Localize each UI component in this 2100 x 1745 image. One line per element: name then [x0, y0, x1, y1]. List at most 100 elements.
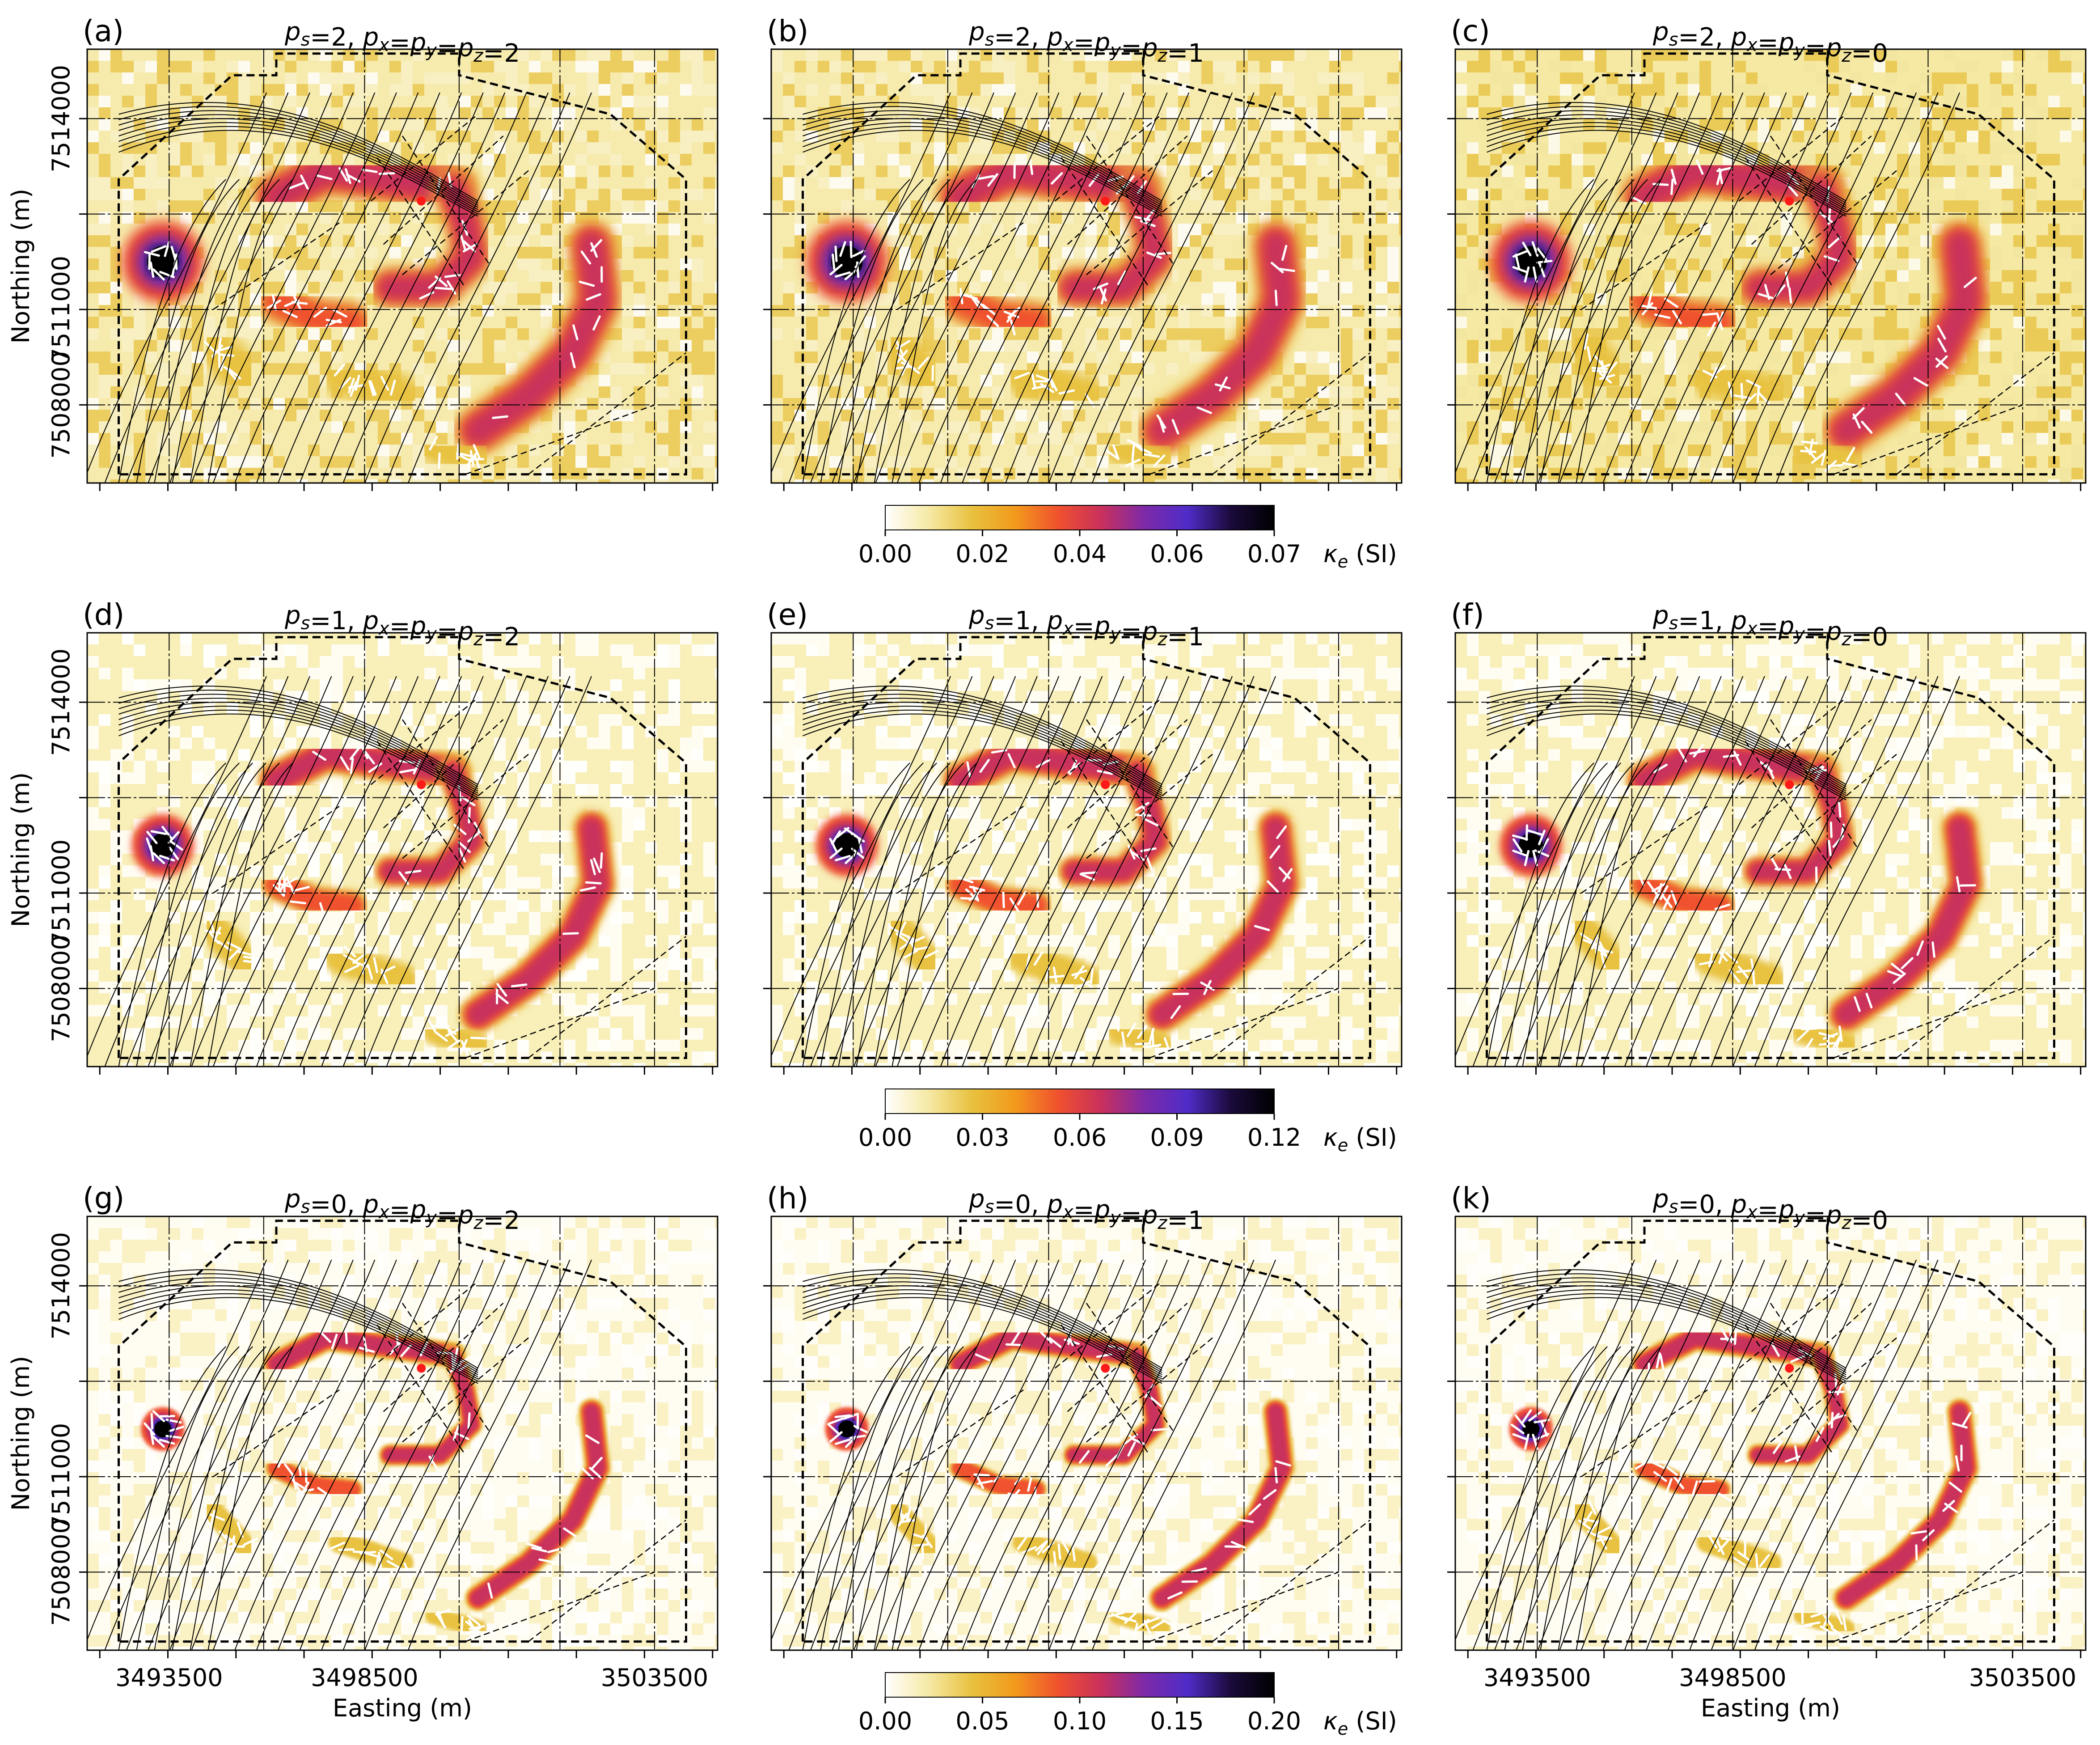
colorbar-1: 0.00 0.03 0.06 0.09 0.12 κe (SI) [858, 1089, 1397, 1155]
geology-contours [1455, 676, 1960, 1067]
panel-frame [86, 1216, 718, 1651]
panel-letter: (k) [1451, 1181, 1491, 1216]
anomaly-band [1628, 284, 1736, 339]
x-tick-label: 3493500 [1483, 1664, 1591, 1692]
magnetization-arrows [144, 167, 603, 472]
panel-title: ps=2, px=py=pz=2 [284, 17, 520, 68]
panel-5: (f) ps=1, px=py=pz=0 [1447, 597, 2087, 1075]
colorbar-tick-label: 0.03 [955, 1123, 1009, 1152]
colorbar-tick-label: 0.00 [858, 1707, 912, 1735]
axis-ticks [1447, 1285, 2082, 1658]
geology-contours [1455, 92, 1960, 483]
anomaly-band [951, 1459, 1045, 1499]
anomaly-band [1632, 872, 1732, 919]
y-tick-label: 7514000 [47, 648, 75, 756]
fault-lines [213, 1281, 687, 1642]
panel-letter: (a) [83, 14, 124, 48]
panel-frame [86, 48, 718, 484]
colorbar-tick-label: 0.12 [1247, 1123, 1301, 1152]
colorbar-label: κe (SI) [1323, 1707, 1397, 1739]
magnetization-arrows [829, 749, 1293, 1053]
geology-contours [771, 676, 1276, 1067]
y-axis-label: Northing (m) [7, 189, 35, 343]
colorbar-label: κe (SI) [1323, 1123, 1397, 1155]
anomaly-band [944, 284, 1052, 339]
panel-title: ps=0, px=py=pz=0 [1652, 1185, 1888, 1235]
panel-7: (h) ps=0, px=py=pz=1 [763, 1181, 1403, 1658]
colorbar-tick-label: 0.04 [1053, 540, 1107, 568]
anomaly-band [1793, 1606, 1855, 1638]
fault-lines [897, 1281, 1371, 1642]
survey-grid [1455, 633, 2086, 1067]
borehole-marker [417, 1364, 426, 1373]
panel-letter: (d) [83, 597, 124, 632]
colorbar-label: κe (SI) [1323, 540, 1397, 572]
colorbar-tick-label: 0.06 [1150, 540, 1204, 568]
anomaly-band [1151, 817, 1293, 1025]
panel-frame [1454, 48, 2087, 484]
panel-letter: (c) [1451, 14, 1490, 48]
anomaly-band [1065, 762, 1165, 881]
colorbar-gradient [885, 1089, 1275, 1114]
axis-ticks [763, 1285, 1398, 1658]
borehole-marker [1101, 1364, 1110, 1373]
fault-lines [213, 697, 687, 1059]
geology-contours [87, 676, 592, 1067]
anomaly-band [323, 942, 418, 996]
axis-ticks [79, 701, 714, 1075]
borehole-marker [417, 780, 426, 789]
colorbar-gradient [885, 1672, 1275, 1698]
borehole-marker [1785, 196, 1794, 206]
magnetization-arrows [144, 1327, 603, 1640]
y-tick-label: 7514000 [47, 1232, 75, 1340]
panel-title: ps=1, px=py=pz=0 [1652, 601, 1888, 652]
anomaly-band [1691, 942, 1787, 996]
panel-title: ps=0, px=py=pz=1 [968, 1185, 1204, 1235]
panel-frame [1454, 1216, 2087, 1651]
panel-letter: (e) [767, 597, 808, 632]
colorbar-tick-label: 0.07 [1247, 540, 1301, 568]
y-tick-label: 7508000 [47, 351, 75, 459]
anomaly-band [378, 176, 483, 300]
colorbar-tick-label: 0.20 [1247, 1707, 1301, 1735]
anomaly-band [383, 1349, 478, 1461]
panel-letter: (g) [83, 1181, 124, 1216]
survey-grid [87, 49, 718, 483]
borehole-marker [1785, 780, 1794, 789]
panel-4: (e) ps=1, px=py=pz=1 [763, 597, 1403, 1075]
colorbar-tick-label: 0.06 [1053, 1123, 1107, 1152]
anomaly-band [1751, 1349, 1846, 1461]
panel-frame [770, 632, 1403, 1067]
panel-letter: (h) [767, 1181, 808, 1216]
panel-title: ps=2, px=py=pz=1 [968, 17, 1204, 68]
anomaly-band [1838, 1404, 1973, 1606]
geology-contours [87, 92, 592, 483]
anomaly-band [470, 1404, 605, 1606]
y-axis-label: Northing (m) [7, 772, 35, 927]
x-axis-label: Easting (m) [333, 1694, 472, 1722]
borehole-marker [1785, 1364, 1794, 1373]
colorbar-tick-label: 0.10 [1053, 1707, 1107, 1735]
axis-ticks [763, 118, 1398, 491]
panel-letter: (b) [767, 14, 808, 48]
colorbar-tick-label: 0.00 [858, 1123, 912, 1152]
y-tick-label: 7508000 [47, 935, 75, 1042]
y-tick-label: 7514000 [47, 65, 75, 173]
survey-grid [771, 49, 1402, 483]
x-tick-label: 3498500 [1679, 1664, 1787, 1692]
panel-title: ps=2, px=py=pz=0 [1652, 17, 1888, 68]
survey-grid [1455, 1216, 2086, 1650]
survey-grid [1455, 49, 2086, 483]
anomaly-band [1832, 230, 1980, 445]
anomaly-band [381, 762, 481, 881]
heatmap-cells [87, 1216, 718, 1650]
colorbar-0: 0.00 0.02 0.04 0.06 0.07 κe (SI) [858, 505, 1397, 572]
borehole-marker [1101, 780, 1110, 789]
colorbar-gradient [885, 505, 1275, 530]
anomaly-band [267, 1459, 361, 1499]
anomaly-band [1101, 432, 1179, 478]
anomaly-band [1154, 1404, 1289, 1606]
survey-grid [87, 633, 718, 1067]
y-axis-label: Northing (m) [7, 1356, 35, 1511]
anomaly-band [1062, 176, 1167, 300]
